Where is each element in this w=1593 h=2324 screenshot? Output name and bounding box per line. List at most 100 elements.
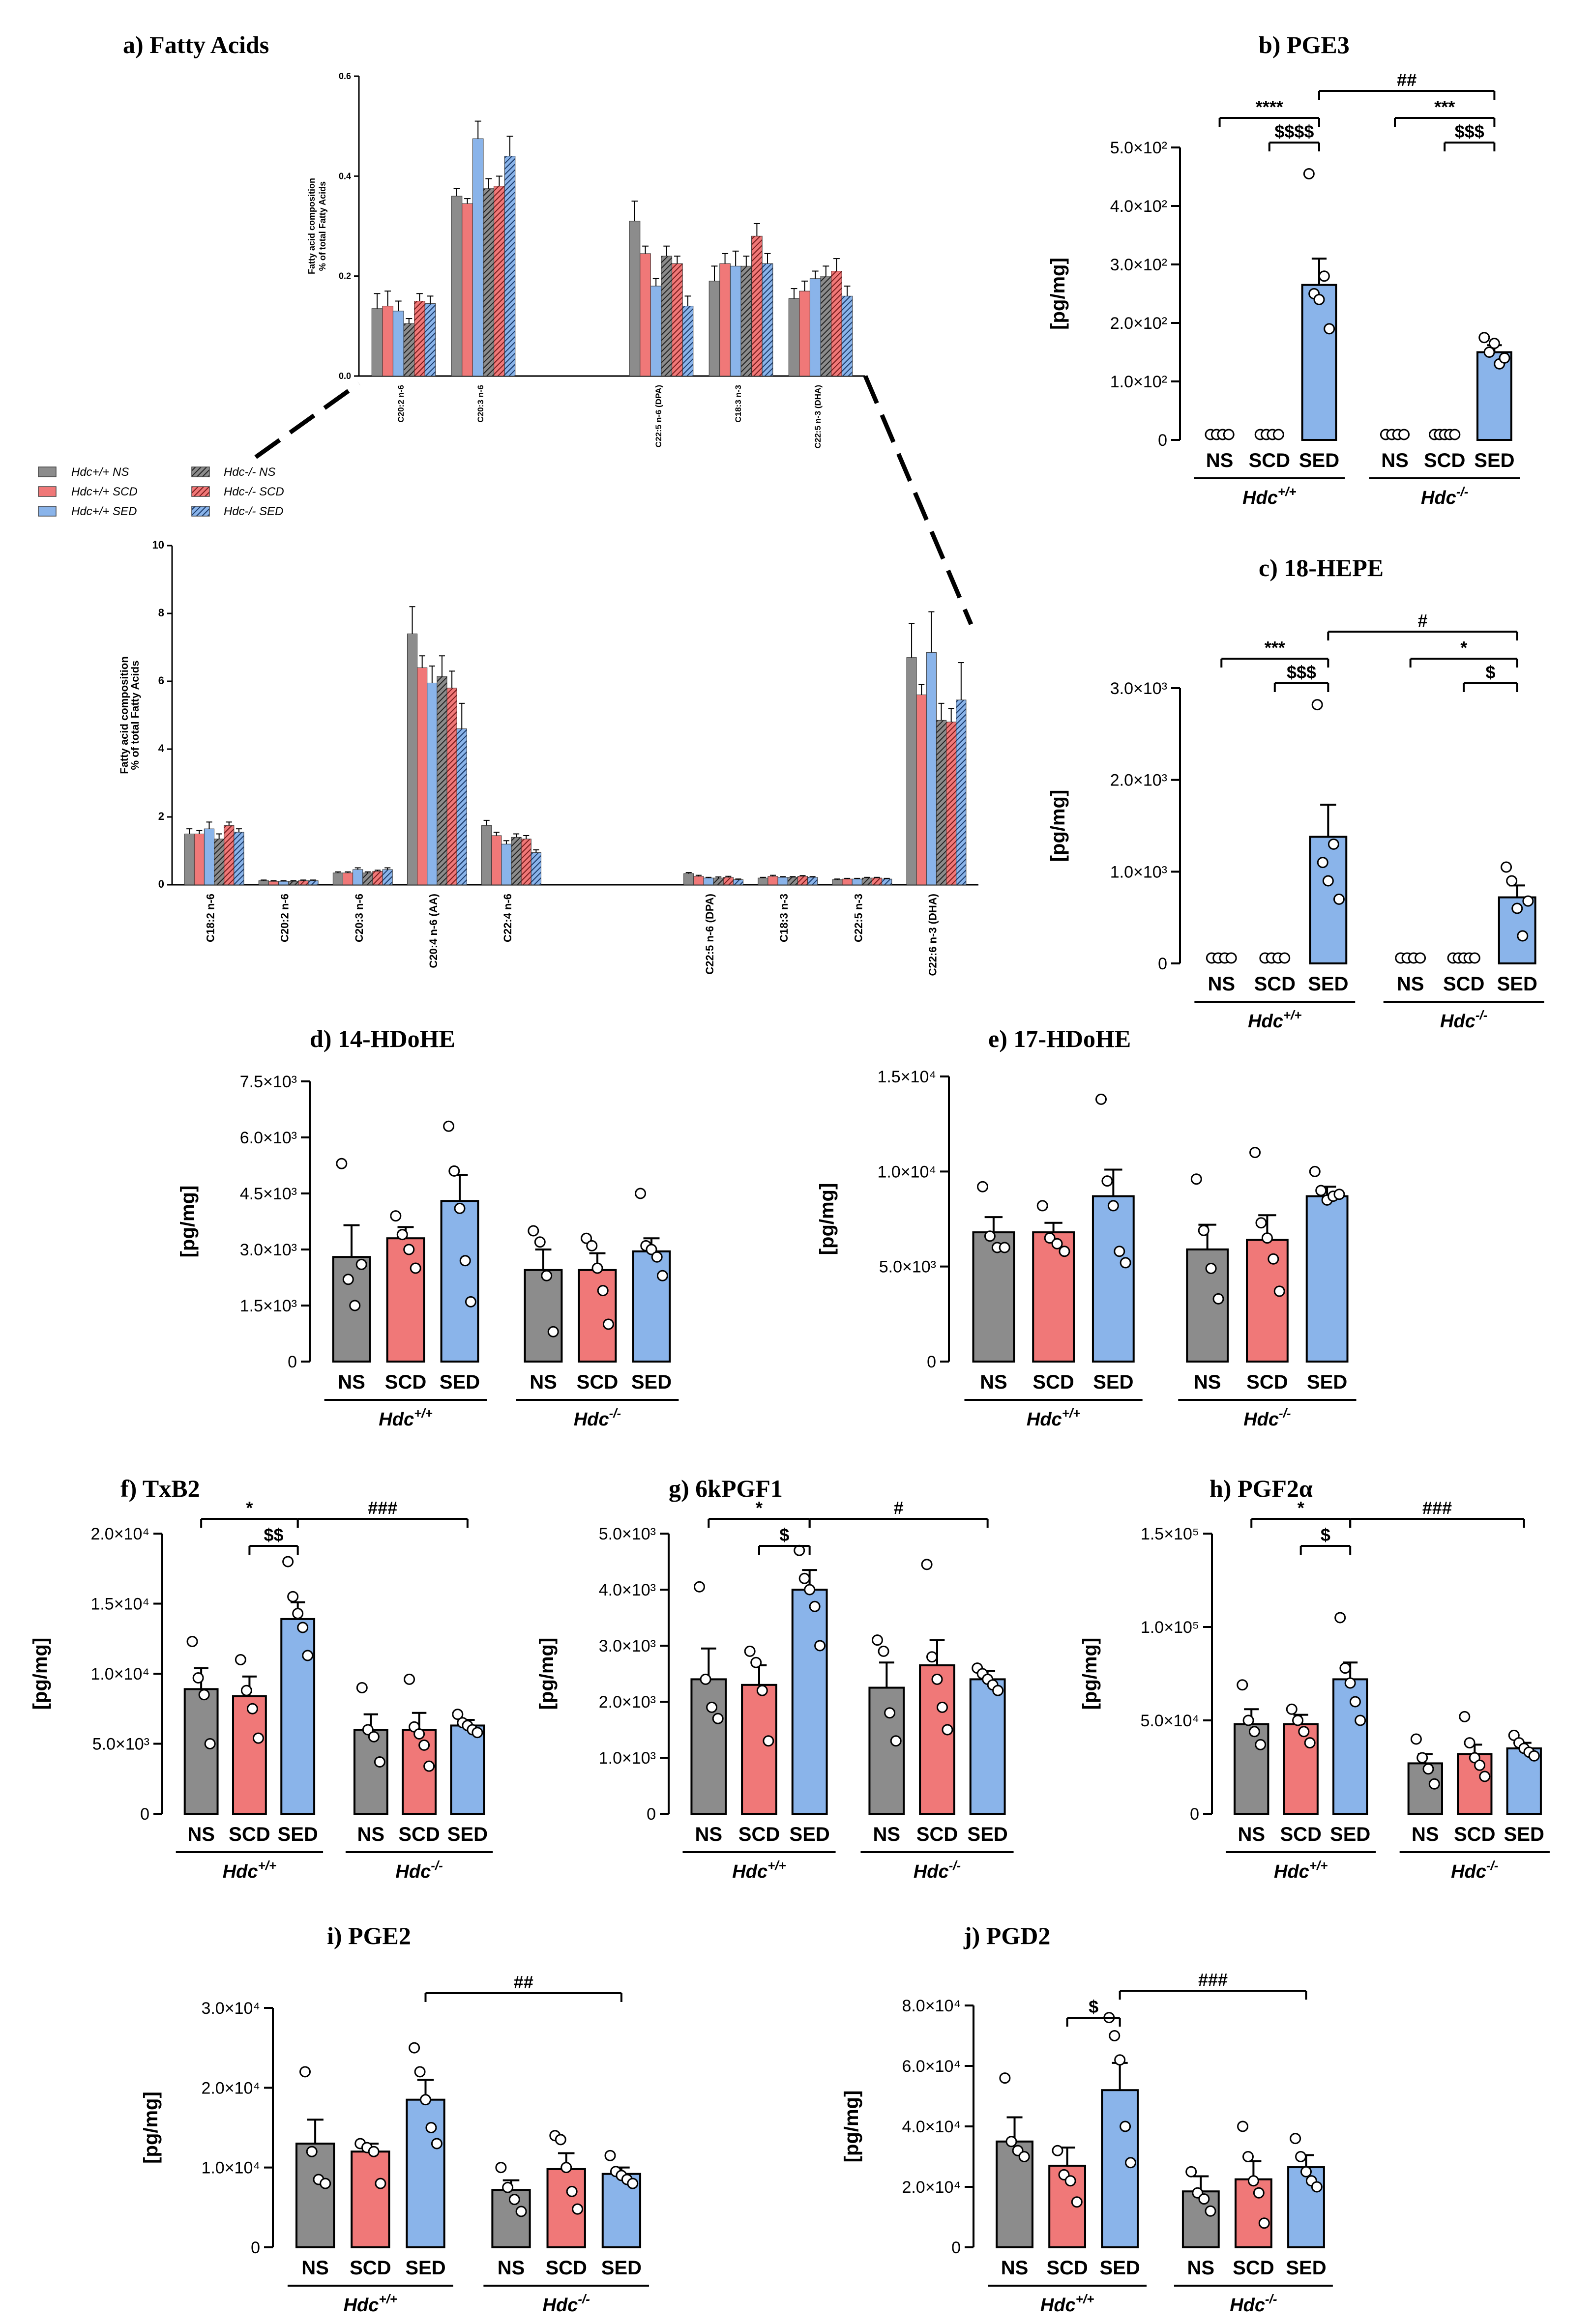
- group-label: Hdc+/+: [223, 1858, 276, 1882]
- y-tick-label: 2: [158, 810, 164, 822]
- data-point: [1059, 1246, 1070, 1257]
- data-point: [794, 1544, 805, 1556]
- x-category-label: NS: [1397, 973, 1424, 995]
- data-point: [1292, 1714, 1304, 1726]
- bar: [650, 286, 662, 377]
- y-tick-label: 1.5×10⁵: [1141, 1525, 1199, 1543]
- bar: [501, 843, 512, 885]
- bar: [820, 276, 832, 377]
- bar: [353, 1729, 388, 1815]
- data-point: [1044, 1232, 1056, 1244]
- group-label: Hdc+/+: [379, 1406, 432, 1430]
- y-tick-label: 5.0×10²: [1110, 139, 1167, 157]
- data-point: [878, 1645, 889, 1657]
- data-point: [1198, 2193, 1210, 2205]
- y-tick-label: 0.6: [339, 71, 351, 81]
- chart-g: 0 1.0×10³ 2.0×10³ 3.0×10³ 4.0×10³ 5.0×10³ [pg/…: [536, 1498, 1014, 1882]
- significance-label: $: [1485, 662, 1495, 682]
- significance-label: $: [1089, 1997, 1098, 2017]
- bar: [224, 825, 235, 885]
- legend-swatch-hsed: [191, 506, 210, 517]
- data-point: [515, 2206, 527, 2217]
- title-d: d) 14-HDoHE: [310, 1025, 455, 1052]
- bar: [841, 295, 853, 377]
- bar: [440, 1200, 479, 1363]
- x-category-label: SCD: [1233, 2257, 1274, 2279]
- y-tick-label: 1.5×10⁴: [90, 1595, 149, 1614]
- data-point: [1249, 1147, 1261, 1159]
- chart-b: 0 1.0×10² 2.0×10² 3.0×10² 4.0×10² 5.0×10² [pg/…: [1047, 70, 1520, 508]
- bar: [204, 828, 215, 885]
- bar: [402, 1729, 437, 1815]
- y-axis-label: Fatty acid composition: [307, 178, 317, 274]
- bar: [791, 1589, 828, 1815]
- chart-a_top: 0.0 0.2 0.4 0.6 Fatty acid composition% of t…: [307, 71, 865, 448]
- significance-label: #: [894, 1498, 904, 1518]
- bar: [1101, 2089, 1139, 2249]
- data-point: [1311, 699, 1323, 711]
- bar: [372, 871, 383, 885]
- bar: [969, 1678, 1006, 1815]
- bar: [751, 235, 763, 377]
- significance-label: ###: [368, 1498, 397, 1518]
- y-tick-label: 1.0×10⁵: [1141, 1618, 1199, 1637]
- data-point: [1469, 952, 1480, 964]
- data-point: [425, 2122, 437, 2133]
- data-point: [1120, 2121, 1131, 2132]
- x-category-label: SED: [601, 2257, 642, 2279]
- bar: [214, 839, 225, 885]
- bar: [926, 652, 937, 885]
- y-tick-label: 7.5×10³: [240, 1073, 297, 1091]
- bar: [332, 872, 343, 885]
- y-tick-label: 1.0×10⁴: [201, 2159, 260, 2178]
- data-point: [282, 1556, 294, 1568]
- x-category-label: C20:4 n-6 (AA): [427, 894, 440, 968]
- bar: [258, 880, 269, 885]
- data-point: [1483, 347, 1495, 358]
- data-point: [977, 1181, 989, 1192]
- bar: [504, 156, 516, 377]
- y-tick-label: 2.0×10⁴: [90, 1525, 149, 1543]
- bar: [723, 877, 734, 885]
- y-tick-label: 0.4: [339, 171, 351, 181]
- bar: [382, 306, 393, 377]
- data-point: [528, 1225, 539, 1237]
- bar: [1476, 351, 1512, 441]
- y-tick-label: 0: [288, 1353, 297, 1371]
- data-point: [1272, 429, 1284, 440]
- bar: [456, 728, 467, 885]
- y-tick-label: 4.0×10²: [1110, 197, 1167, 216]
- y-tick-label: 0: [951, 2238, 961, 2257]
- x-category-label: SED: [1093, 1371, 1133, 1393]
- y-tick-label: 10: [152, 539, 164, 551]
- x-category-label: SCD: [738, 1824, 780, 1845]
- x-category-label: SED: [968, 1824, 1008, 1845]
- data-point: [1261, 1232, 1273, 1244]
- data-point: [712, 1713, 724, 1724]
- legend-swatch-hns: [191, 466, 210, 477]
- data-point: [1298, 1726, 1310, 1738]
- data-point: [1318, 270, 1330, 282]
- bar: [298, 880, 309, 885]
- data-point: [1242, 2151, 1254, 2162]
- data-point: [700, 1673, 711, 1685]
- legend-swatch-scd: [38, 486, 57, 497]
- significance-label: #: [1418, 610, 1428, 631]
- bar: [797, 876, 808, 885]
- title-h: h) PGF2α: [1210, 1475, 1313, 1502]
- y-tick-label: 0.2: [339, 271, 351, 281]
- data-point: [1101, 1175, 1113, 1187]
- bar: [1305, 1195, 1349, 1363]
- bar: [601, 2173, 642, 2248]
- y-tick-label: 2.0×10²: [1110, 314, 1167, 333]
- x-category-label: NS: [1412, 1824, 1439, 1845]
- x-category-label: SCD: [350, 2257, 391, 2279]
- data-point: [1474, 1759, 1486, 1771]
- chart-c: 0 1.0×10³ 2.0×10³ 3.0×10³ [pg/mg] NS SCD SED NS S…: [1047, 610, 1544, 1032]
- data-point: [246, 1703, 258, 1714]
- data-point: [1304, 1737, 1316, 1749]
- y-tick-label: 5.0×10⁴: [1140, 1712, 1199, 1730]
- data-point: [706, 1701, 718, 1713]
- data-point: [306, 2146, 318, 2157]
- x-category-label: C20:2 n-6: [396, 385, 406, 423]
